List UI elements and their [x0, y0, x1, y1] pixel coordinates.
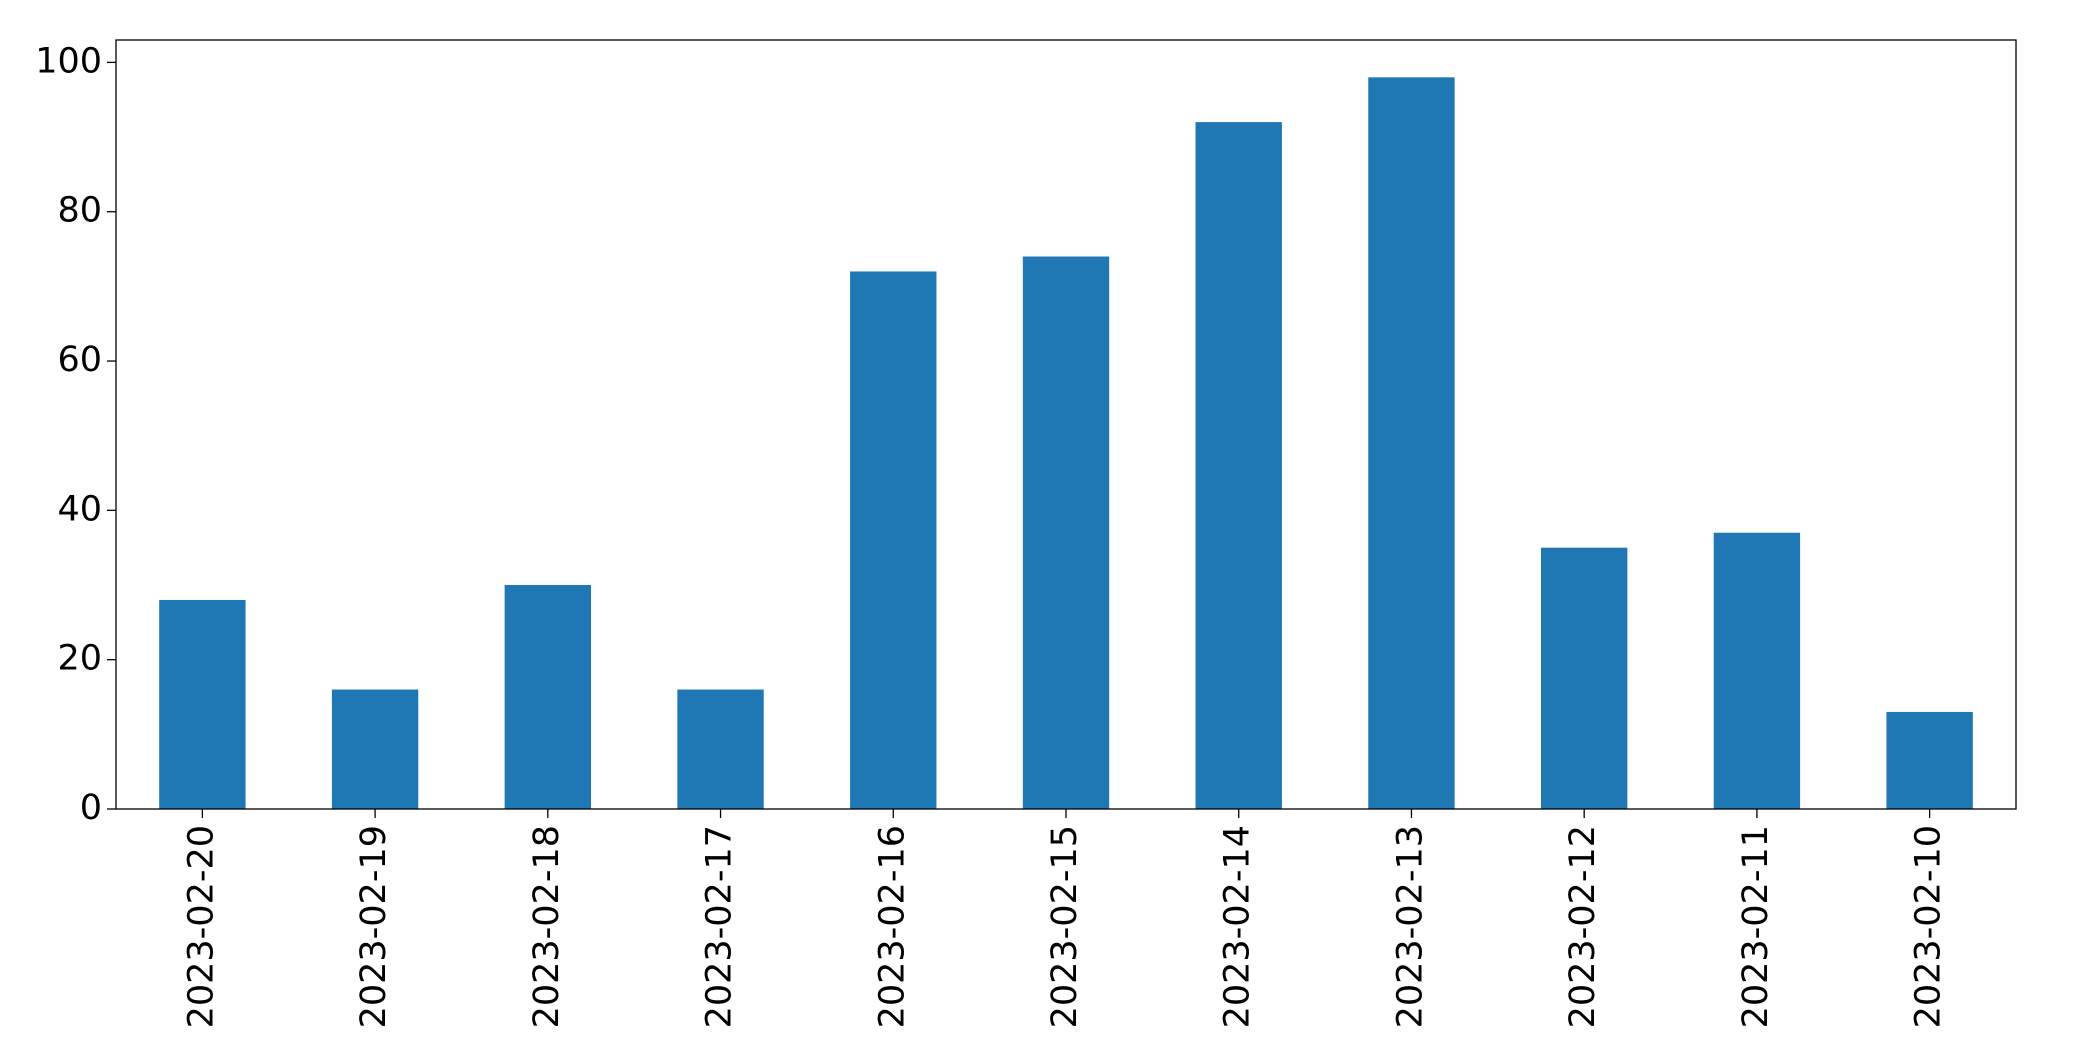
x-tick-label: 2023-02-12: [1563, 825, 1603, 1028]
x-tick-label: 2023-02-17: [700, 825, 740, 1028]
x-tick-label: 2023-02-11: [1736, 825, 1776, 1028]
x-tick-label: 2023-02-14: [1218, 825, 1258, 1028]
y-tick-label: 20: [57, 639, 102, 679]
x-tick-label: 2023-02-10: [1909, 825, 1949, 1028]
bar: [1886, 711, 1973, 809]
y-tick-label: 40: [57, 489, 102, 529]
y-tick-label: 100: [35, 41, 102, 81]
y-tick-label: 80: [57, 191, 102, 231]
x-tick-label: 2023-02-13: [1390, 825, 1430, 1028]
bar: [159, 599, 246, 809]
x-tick-label: 2023-02-15: [1045, 825, 1085, 1028]
bar: [504, 585, 591, 809]
y-tick-label: 0: [80, 788, 102, 828]
x-tick-label: 2023-02-16: [872, 825, 912, 1028]
plot-frame: [115, 39, 2017, 810]
x-tick-label: 2023-02-19: [354, 825, 394, 1028]
bar: [1368, 77, 1455, 810]
bar: [1713, 532, 1801, 809]
bar: [331, 689, 419, 809]
bar: [1195, 122, 1282, 809]
x-tick-label: 2023-02-20: [181, 825, 221, 1028]
y-tick-label: 60: [57, 340, 102, 380]
x-tick-label: 2023-02-18: [527, 825, 567, 1028]
bar: [1541, 547, 1628, 809]
bar: [677, 689, 764, 809]
bar: [1022, 256, 1110, 810]
bar: [850, 271, 937, 809]
